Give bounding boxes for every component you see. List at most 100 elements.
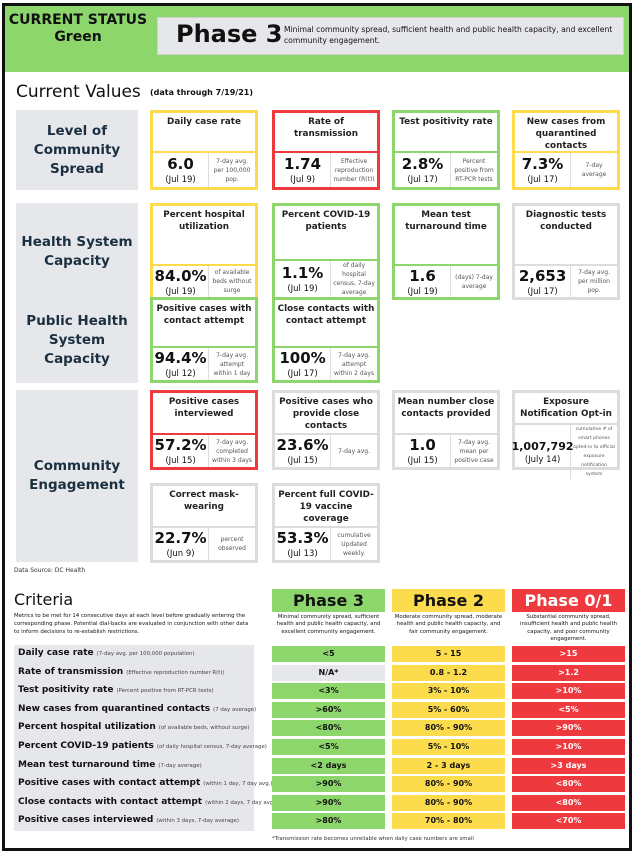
metric-value: 2.8% <box>401 155 444 173</box>
criteria-threshold: >90% <box>512 720 625 737</box>
metric-note: percent observed <box>218 536 246 552</box>
criteria-label: New cases from quarantined contacts (7 da… <box>18 704 256 714</box>
metric-card: Test positivity rate 2.8% (Jul 17) Percent … <box>392 110 500 190</box>
criteria-label: Rate of transmission (Effective reproduct… <box>18 667 225 677</box>
criteria-threshold: 5% - 10% <box>392 739 505 755</box>
criteria-threshold: 0.8 - 1.2 <box>392 664 505 681</box>
metric-title: Positive cases with contact attempt <box>153 300 255 348</box>
criteria-threshold: 80% - 90% <box>392 794 505 811</box>
metric-value-block: 1,007,792 (July 14) <box>512 425 574 479</box>
metric-note: 7-day avg. per million pop. <box>578 269 610 294</box>
criteria-detail: (7 day average) <box>213 706 257 713</box>
criteria-threshold: <80% <box>272 720 385 737</box>
metric-body: 2.8% (Jul 17) Percent positive from RT-PCR… <box>395 153 497 187</box>
status-label: CURRENT STATUS <box>8 12 148 28</box>
criteria-row: Mean test turnaround time (7-day average)… <box>0 757 635 776</box>
criteria-row: Test positivity rate (Percent positive fr… <box>0 682 635 701</box>
criteria-label: Percent hospital utilization (of availabl… <box>18 722 249 732</box>
criteria-threshold: <5% <box>272 739 385 755</box>
metric-date: (Jul 13) <box>287 549 318 559</box>
phase-description: Substantial community spread, insufficie… <box>519 614 617 643</box>
metric-date: (Jul 19) <box>165 286 196 297</box>
metric-value-block: 1.1% (Jul 19) <box>275 261 332 297</box>
criteria-threshold: >1.2 <box>512 664 625 681</box>
section-subtitle: (data through 7/19/21) <box>150 88 253 97</box>
metric-value: 1.1% <box>281 264 324 282</box>
criteria-row: Positive cases interviewed (within 3 days… <box>0 812 635 831</box>
metric-note: of available beds without surge <box>212 269 252 294</box>
metric-note: 7-day avg. attempt within 1 day <box>213 351 251 377</box>
metric-card: Diagnostic tests conducted 2,653 (Jul 17) 7… <box>512 203 620 300</box>
metric-value: 23.6% <box>276 436 329 454</box>
metric-note: 7-day avg. attempt within 2 days <box>334 351 375 377</box>
metric-card: Positive cases who provide close contact… <box>272 390 380 470</box>
metric-value: 1.0 <box>409 436 436 454</box>
criteria-threshold: >10% <box>512 739 625 755</box>
status-value: Green <box>54 29 102 45</box>
criteria-detail: (of available beds, without surge) <box>158 725 250 732</box>
metric-value: 84.0% <box>154 266 207 285</box>
metric-value: 22.7% <box>154 529 207 547</box>
criteria-threshold: <70% <box>512 813 625 830</box>
criteria-threshold: 80% - 90% <box>392 776 505 793</box>
criteria-threshold: 2 - 3 days <box>392 757 505 774</box>
criteria-threshold: >80% <box>272 813 385 830</box>
criteria-threshold: <80% <box>512 794 625 811</box>
metric-value-block: 22.7% (Jun 9) <box>153 528 210 560</box>
metric-title: Exposure Notification Opt-in <box>515 393 617 425</box>
metric-value: 53.3% <box>276 529 329 547</box>
criteria-label: Positive cases with contact attempt (with… <box>18 778 272 788</box>
phase-header: Phase 0/1 <box>512 589 625 612</box>
criteria-title: Criteria <box>14 590 74 609</box>
criteria-metric: Percent hospital utilization <box>18 722 156 733</box>
criteria-label: Percent COVID-19 patients (of daily hospi… <box>18 741 267 751</box>
criteria-threshold: 5% - 60% <box>392 701 505 718</box>
metric-value-block: 1.74 (Jul 9) <box>275 153 332 187</box>
metric-value: 1.74 <box>284 155 322 173</box>
metric-body: 84.0% (Jul 19) of available beds without s… <box>153 266 255 297</box>
metric-title: Rate of transmission <box>275 113 377 153</box>
criteria-metric: Rate of transmission <box>18 666 124 677</box>
criteria-metric: Daily case rate <box>18 648 94 658</box>
metric-date: (Jul 17) <box>407 175 438 185</box>
criteria-threshold: <5 <box>272 646 385 662</box>
criteria-threshold: <3% <box>272 683 385 700</box>
metric-card: Mean number close contacts provided 1.0 (J… <box>392 390 500 470</box>
metric-note: of daily hospital census, 7-day average <box>333 262 375 296</box>
metric-title: Positive cases interviewed <box>153 393 255 435</box>
metric-value-block: 94.4% (Jul 12) <box>153 348 210 380</box>
metric-note: 7-day avg. completed within 3 days <box>212 438 253 464</box>
criteria-label: Mean test turnaround time (7-day average) <box>18 760 202 770</box>
metric-value-block: 57.2% (Jul 15) <box>153 435 210 467</box>
metric-card: Percent full COVID-19 vaccine coverage 53… <box>272 483 380 563</box>
metric-body: 22.7% (Jun 9) percent observed <box>153 528 255 560</box>
metric-value-block: 7.3% (Jul 17) <box>515 153 572 187</box>
metric-card: Rate of transmission 1.74 (Jul 9) Effective… <box>272 110 380 190</box>
metric-body: 1.1% (Jul 19) of daily hospital census, 7-… <box>275 261 377 297</box>
metric-value-block: 100% (Jul 17) <box>275 348 332 380</box>
metric-card: New cases from quarantined contacts 7.3% (… <box>512 110 620 190</box>
metric-value-block: 2.8% (Jul 17) <box>395 153 452 187</box>
criteria-metric: Positive cases interviewed <box>18 815 154 826</box>
criteria-detail: (7-day avg. per 100,000 population) <box>96 651 195 657</box>
metric-body: 57.2% (Jul 15) 7-day avg. completed within… <box>153 435 255 467</box>
criteria-threshold: >10% <box>512 683 625 700</box>
metric-date: (Jul 15) <box>407 456 438 466</box>
metric-card: Percent hospital utilization 84.0% (Jul 19… <box>150 203 258 300</box>
criteria-label: Test positivity rate (Percent positive fr… <box>18 685 214 695</box>
metric-body: 1.74 (Jul 9) Effective reproduction number… <box>275 153 377 187</box>
data-source: Data Source: DC Health <box>14 567 86 574</box>
criteria-threshold: >15 <box>512 646 625 662</box>
metric-date: (Jul 17) <box>287 369 318 379</box>
criteria-label: Daily case rate (7-day avg. per 100,000 p… <box>18 648 195 658</box>
criteria-metric: Test positivity rate <box>18 685 114 696</box>
metric-date: (July 14) <box>524 454 561 465</box>
category-panel: Health System Capacity <box>16 203 138 300</box>
metric-date: (Jul 9) <box>290 175 316 185</box>
criteria-label: Positive cases interviewed (within 3 days… <box>18 815 239 825</box>
metric-title: Mean number close contacts provided <box>395 393 497 435</box>
page-frame <box>2 3 632 851</box>
metric-date: (Jun 9) <box>166 549 195 559</box>
criteria-row: Positive cases with contact attempt (with… <box>0 775 635 794</box>
phase-header: Phase 2 <box>392 589 505 612</box>
